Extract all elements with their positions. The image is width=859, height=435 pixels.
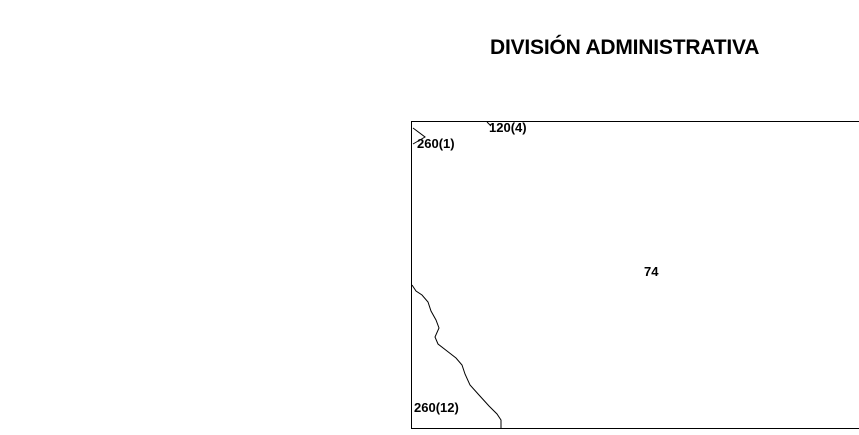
boundary-lower-left: [411, 284, 502, 428]
boundary-top-left-fragment: [412, 127, 426, 145]
region-label-260-1: 260(1): [417, 136, 455, 151]
map-title: DIVISIÓN ADMINISTRATIVA: [490, 36, 760, 59]
map-canvas: [411, 121, 859, 429]
boundary-top-fragment: [486, 121, 492, 127]
map-frame: 260(1) 120(4) 74 260(12): [411, 121, 859, 429]
region-label-120-4: 120(4): [489, 120, 527, 135]
region-label-74: 74: [644, 264, 659, 279]
region-label-260-12: 260(12): [414, 400, 459, 415]
